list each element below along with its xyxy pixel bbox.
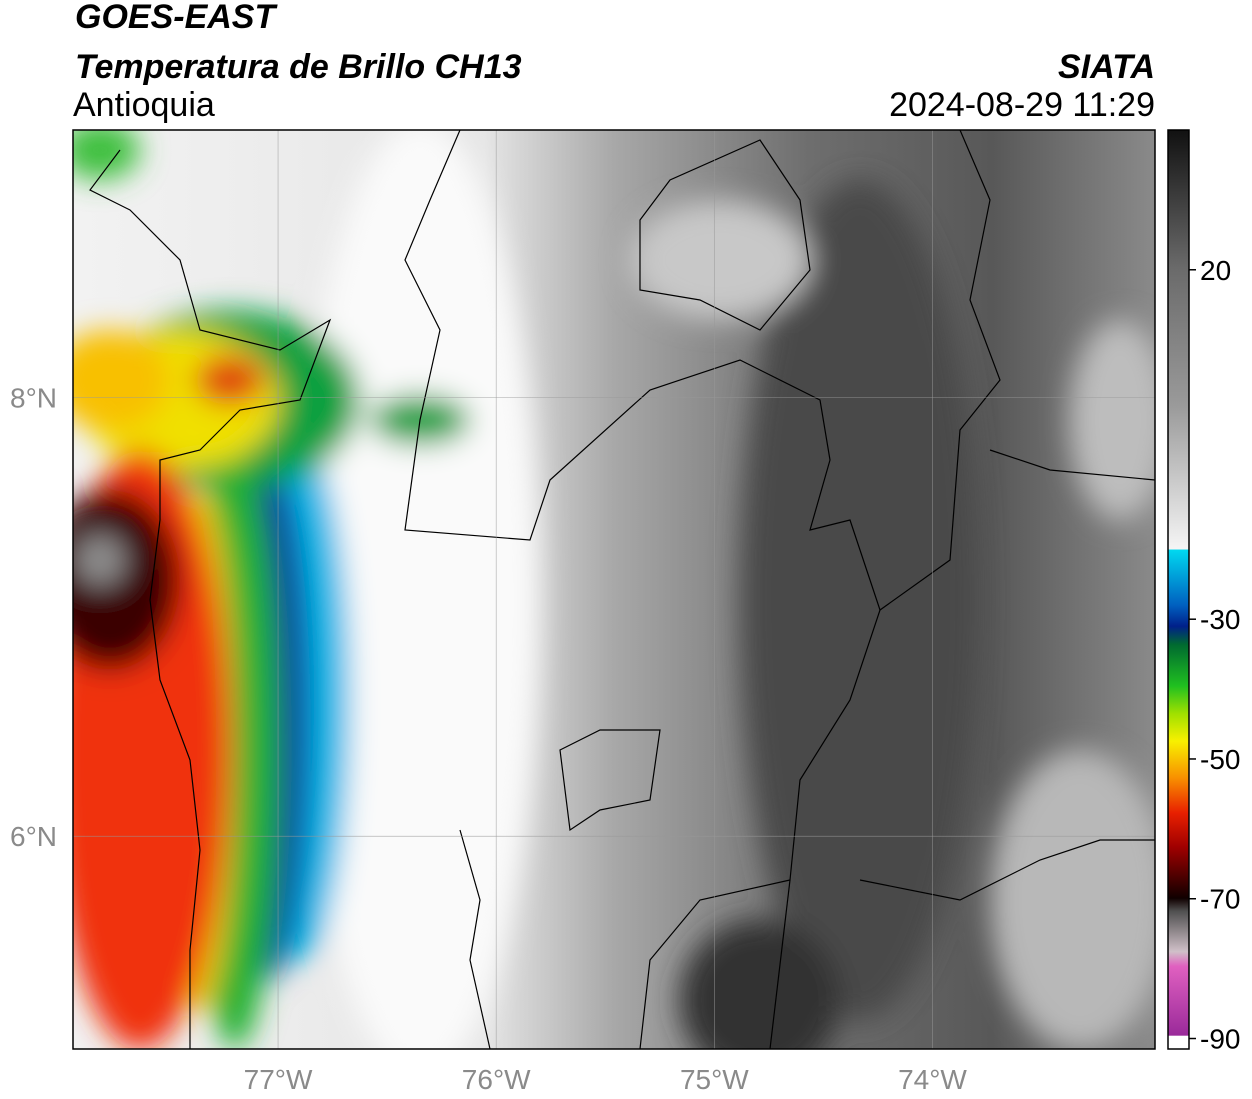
colorbar-tick-label: -70 <box>1200 884 1240 915</box>
x-tick-label: 77°W <box>244 1064 313 1095</box>
y-tick-label: 8°N <box>10 383 57 414</box>
x-tick-label: 74°W <box>898 1064 967 1095</box>
colorbar-tick-label: 20 <box>1200 255 1231 286</box>
colorbar <box>1167 129 1190 1050</box>
datetime: 2024-08-29 11:29 <box>889 86 1155 124</box>
subtitle: Temperatura de Brillo CH13 <box>75 48 522 86</box>
region: Antioquia <box>73 86 215 124</box>
source: SIATA <box>1058 48 1155 86</box>
x-tick-label: 75°W <box>680 1064 749 1095</box>
title: GOES-EAST <box>75 0 278 36</box>
y-tick-label: 6°N <box>10 821 57 852</box>
grid <box>73 130 1155 1049</box>
x-tick-label: 76°W <box>462 1064 531 1095</box>
map-frame <box>72 129 1156 1050</box>
satellite-image <box>73 130 1155 1049</box>
colorbar-tick-label: -90 <box>1200 1024 1240 1055</box>
colorbar-tick-label: -50 <box>1200 744 1240 775</box>
colorbar-tick-label: -30 <box>1200 604 1240 635</box>
